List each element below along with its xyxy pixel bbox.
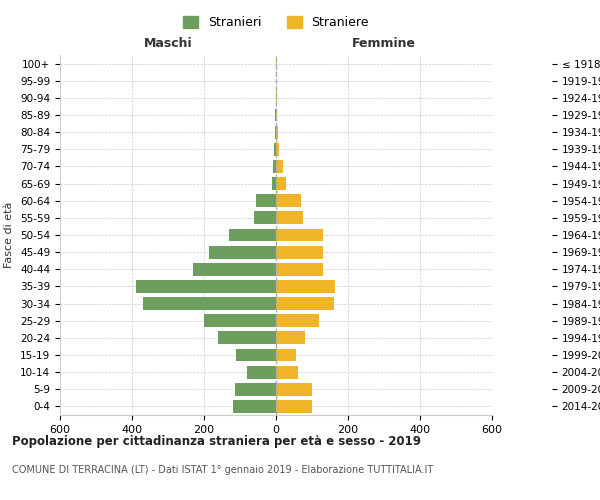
Legend: Stranieri, Straniere: Stranieri, Straniere bbox=[178, 11, 374, 34]
Text: Maschi: Maschi bbox=[143, 37, 193, 50]
Bar bbox=[276, 92, 277, 104]
Bar bbox=[275, 108, 276, 122]
Bar bbox=[247, 366, 276, 378]
Bar bbox=[143, 297, 276, 310]
Bar bbox=[276, 177, 286, 190]
Bar bbox=[276, 143, 279, 156]
Bar bbox=[136, 280, 276, 293]
Y-axis label: Fasce di età: Fasce di età bbox=[4, 202, 14, 268]
Bar bbox=[276, 332, 305, 344]
Bar bbox=[276, 366, 298, 378]
Bar bbox=[276, 160, 283, 173]
Bar bbox=[235, 383, 276, 396]
Bar bbox=[274, 143, 276, 156]
Bar bbox=[276, 263, 323, 276]
Bar bbox=[276, 383, 312, 396]
Bar bbox=[193, 263, 276, 276]
Bar bbox=[276, 126, 278, 138]
Bar bbox=[276, 246, 323, 258]
Bar bbox=[276, 57, 277, 70]
Bar bbox=[272, 177, 276, 190]
Bar bbox=[276, 314, 319, 327]
Bar bbox=[276, 400, 312, 413]
Text: Popolazione per cittadinanza straniera per età e sesso - 2019: Popolazione per cittadinanza straniera p… bbox=[12, 435, 421, 448]
Bar bbox=[204, 314, 276, 327]
Bar bbox=[254, 212, 276, 224]
Bar bbox=[273, 160, 276, 173]
Bar bbox=[275, 126, 276, 138]
Bar bbox=[233, 400, 276, 413]
Bar bbox=[276, 212, 303, 224]
Bar bbox=[209, 246, 276, 258]
Bar bbox=[276, 348, 296, 362]
Bar bbox=[276, 108, 277, 122]
Bar bbox=[276, 194, 301, 207]
Bar bbox=[276, 228, 323, 241]
Text: COMUNE DI TERRACINA (LT) - Dati ISTAT 1° gennaio 2019 - Elaborazione TUTTITALIA.: COMUNE DI TERRACINA (LT) - Dati ISTAT 1°… bbox=[12, 465, 433, 475]
Text: Femmine: Femmine bbox=[352, 37, 416, 50]
Bar bbox=[236, 348, 276, 362]
Bar bbox=[256, 194, 276, 207]
Bar bbox=[218, 332, 276, 344]
Bar bbox=[276, 297, 334, 310]
Bar bbox=[276, 280, 335, 293]
Bar bbox=[229, 228, 276, 241]
